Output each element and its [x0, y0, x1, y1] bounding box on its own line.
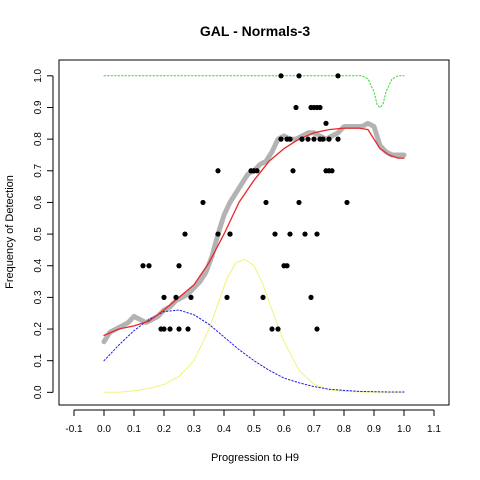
data-point: [296, 73, 302, 79]
yellow-curve: [103, 258, 405, 393]
data-point: [287, 231, 293, 237]
data-point: [305, 136, 311, 142]
data-point: [302, 231, 308, 237]
data-point: [284, 263, 290, 269]
data-point: [215, 168, 221, 174]
data-point: [311, 136, 317, 142]
y-tick-label: 0.3: [33, 290, 44, 304]
y-axis-label: Frequency of Detection: [4, 175, 16, 289]
y-tick-label: 0.2: [33, 322, 44, 336]
data-point: [308, 294, 314, 300]
data-point: [176, 326, 182, 332]
y-tick-label: 0.9: [33, 100, 44, 114]
data-point: [176, 263, 182, 269]
y-tick-label: 0.4: [33, 258, 44, 272]
data-point: [173, 294, 179, 300]
x-tick-label: 0.4: [217, 424, 231, 435]
y-tick-label: 1.0: [33, 68, 44, 82]
axis-layer: -0.1 0.0 0.1 0.2 0.3 0.4 0.5 0.6 0.7 0.8 0.9 1.0 1.1…: [33, 68, 441, 435]
plot-frame: [58, 59, 450, 406]
data-point: [224, 294, 230, 300]
data-point: [317, 104, 323, 111]
data-point: [344, 199, 350, 206]
data-point: [287, 136, 293, 142]
x-tick-label: 1.0: [397, 424, 411, 435]
data-point: [290, 168, 296, 174]
y-tick-label: 0.8: [33, 132, 44, 146]
data-point: [185, 326, 191, 332]
x-tick-label: 0.1: [127, 424, 141, 435]
data-point: [335, 136, 341, 142]
fit-line: [103, 127, 405, 337]
data-point: [167, 326, 173, 332]
y-tick-label: 0.0: [33, 385, 44, 399]
x-tick-label: 0.6: [277, 424, 291, 435]
data-point: [140, 263, 146, 269]
data-point: [254, 168, 260, 174]
data-point: [188, 294, 194, 300]
data-point: [329, 168, 335, 174]
data-point: [272, 231, 278, 237]
x-tick-label: 0.3: [187, 424, 201, 435]
data-point: [278, 73, 284, 79]
y-tick-label: 0.5: [33, 227, 44, 241]
data-point: [323, 120, 329, 126]
data-point: [263, 199, 269, 206]
y-tick-label: 0.1: [33, 353, 44, 367]
data-point: [314, 326, 320, 332]
x-tick-label: -0.1: [65, 424, 83, 435]
x-tick-label: 1.1: [427, 424, 441, 435]
data-point: [314, 231, 320, 237]
data-point: [326, 136, 332, 142]
chart-title: GAL - Normals-3: [200, 23, 310, 39]
data-point: [335, 73, 341, 79]
data-point: [269, 326, 275, 332]
x-tick-label: 0.7: [307, 424, 321, 435]
data-point: [215, 231, 221, 237]
x-tick-label: 0.5: [247, 424, 261, 435]
y-tick-label: 0.7: [33, 163, 44, 177]
data-point: [293, 104, 299, 111]
data-point: [200, 199, 206, 206]
data-point: [275, 326, 281, 332]
data-point: [146, 263, 152, 269]
plot-layer: [101, 73, 407, 393]
data-point: [260, 294, 266, 300]
x-axis-label: Progression to H9: [211, 452, 299, 464]
data-point: [182, 231, 188, 237]
data-point: [320, 136, 326, 142]
x-tick-label: 0.2: [157, 424, 171, 435]
x-tick-label: 0.9: [367, 424, 381, 435]
y-tick-label: 0.6: [33, 195, 44, 209]
x-tick-label: 0.0: [97, 424, 111, 435]
data-point: [161, 294, 167, 300]
data-point: [161, 326, 167, 332]
x-tick-label: 0.8: [337, 424, 351, 435]
data-point: [227, 231, 233, 237]
data-point: [278, 136, 284, 142]
data-point: [299, 136, 305, 142]
data-point: [296, 199, 302, 206]
